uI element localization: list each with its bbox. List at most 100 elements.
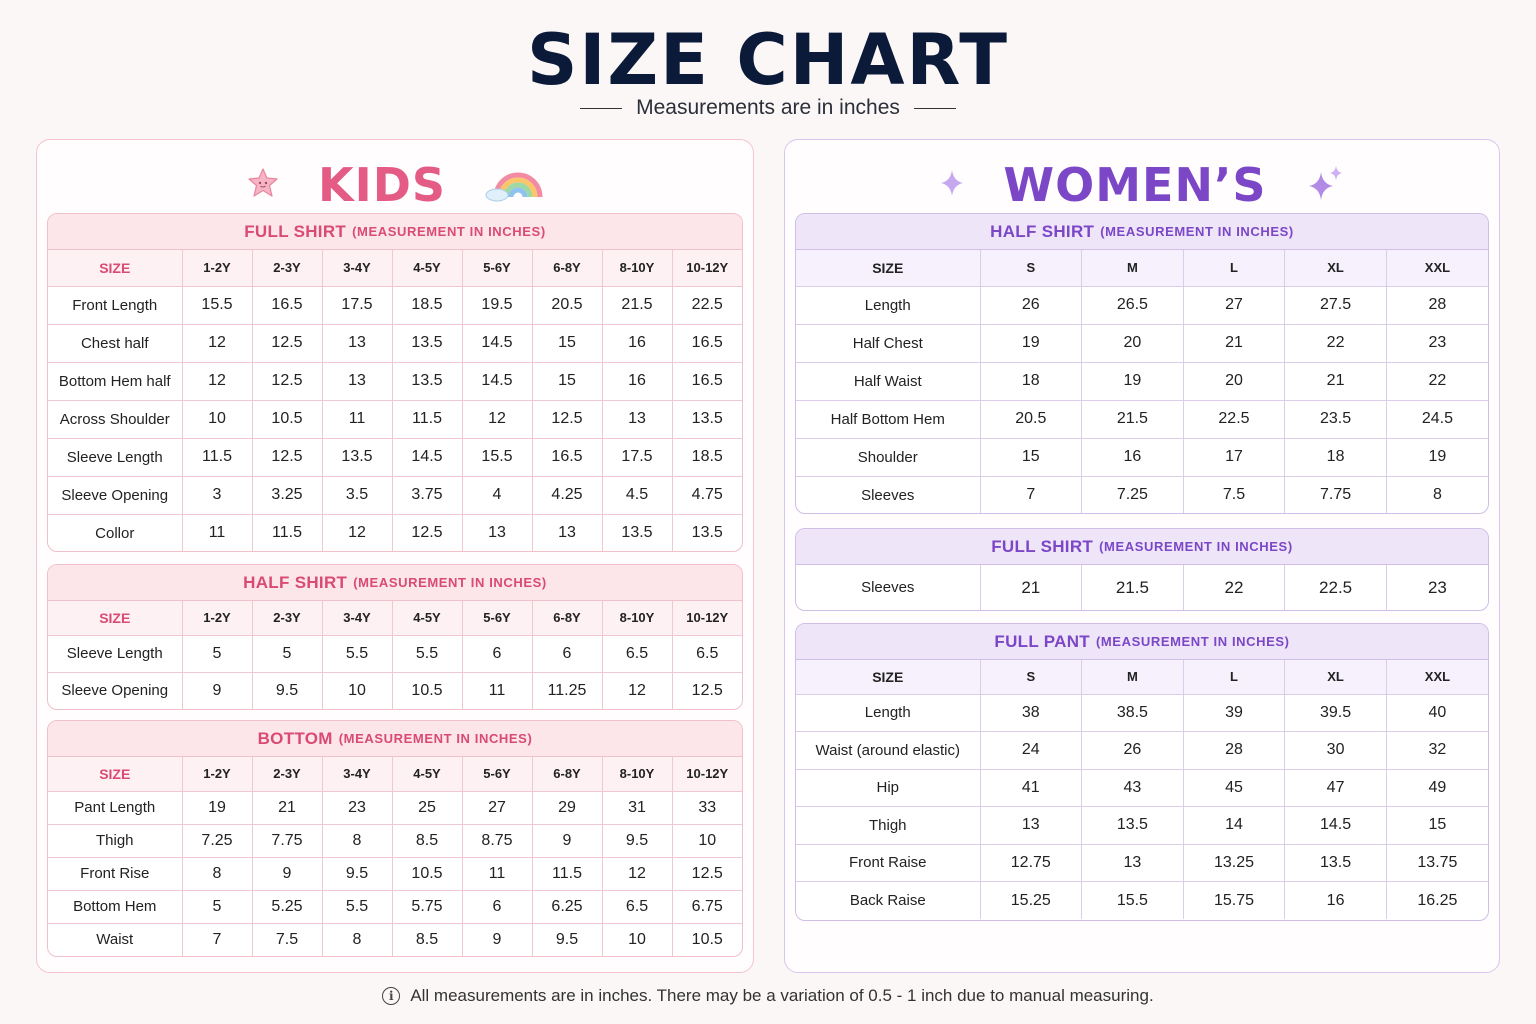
table-row: Sleeve Opening 3 3.25 3.5 3.75 4 4.25 4.5 4.75 (48, 476, 742, 515)
kids-panel: KIDS FULL SHIRT (MEASUREMENT IN INCHES) S… (36, 139, 754, 973)
measurement-cell: 4.75 (672, 476, 742, 515)
rainbow-icon (484, 163, 544, 208)
measurement-cell: 8.5 (392, 923, 463, 956)
measurement-cell: 14.5 (1284, 806, 1387, 845)
row-label: Half Bottom Hem (796, 400, 981, 439)
measurement-cell: 3.25 (252, 476, 323, 515)
table-row: Waist (around elastic) 24 26 28 30 32 (796, 731, 1488, 770)
table-row: Thigh 7.25 7.75 8 8.5 8.75 9 9.5 10 (48, 824, 742, 858)
measurement-cell: 23 (1427, 577, 1447, 597)
kids-bottom-table: BOTTOM (MEASUREMENT IN INCHES) SIZE 1-2Y 2-… (47, 720, 743, 957)
table-row: Sleeve Length 11.5 12.5 13.5 14.5 15.5 16.5 17.… (48, 438, 742, 477)
measurement-cell: 28 (1386, 286, 1488, 325)
row-label: Thigh (796, 806, 981, 845)
measurement-cell: 21 (1183, 324, 1286, 363)
measurement-cell: 13 (462, 514, 533, 551)
table-row: Length 38 38.5 39 39.5 40 (796, 694, 1488, 732)
measurement-cell: 16.5 (672, 324, 742, 363)
size-column-header: 2-3Y (252, 757, 323, 792)
measurement-cell: 7 (980, 476, 1083, 513)
header-row: SIZE S M L XL XXL (796, 660, 1488, 695)
measurement-cell: 5.25 (252, 890, 323, 924)
measurement-cell: 12.5 (252, 324, 323, 363)
measurement-cell: 39.5 (1284, 694, 1387, 732)
measurement-cell: 21 (252, 791, 323, 825)
row-label: Chest half (48, 324, 183, 363)
row-label: Front Rise (48, 857, 183, 891)
sparkles-icon (1305, 164, 1345, 207)
measurement-cell: 7.5 (252, 923, 323, 956)
measurement-cell: 6 (462, 890, 533, 924)
row-label: Hip (796, 769, 981, 807)
measurement-cell: 13.5 (392, 324, 463, 363)
header-row: SIZE 1-2Y 2-3Y 3-4Y 4-5Y 5-6Y 6-8Y 8-10Y 10-12Y (48, 601, 742, 636)
size-column-header: 10-12Y (672, 757, 742, 792)
measurement-cell: 16 (1081, 438, 1184, 477)
size-column-header: XXL (1386, 250, 1488, 287)
measurement-cell: 18.5 (672, 438, 742, 477)
row-label: Front Raise (796, 844, 981, 882)
size-column-header: 8-10Y (602, 601, 673, 636)
measurement-cell: 20 (1183, 362, 1286, 401)
measurement-cell: 13.5 (1284, 844, 1387, 882)
measurement-cell: 16.5 (252, 286, 323, 325)
measurement-cell: 12.5 (691, 681, 723, 699)
measurement-cell: 12.5 (672, 857, 742, 891)
measurement-cell: 38 (980, 694, 1083, 732)
measurement-cell: 43 (1081, 769, 1184, 807)
size-column-header: 8-10Y (602, 250, 673, 287)
measurement-cell: 23 (1386, 324, 1488, 363)
table-row: Thigh 13 13.5 14 14.5 15 (796, 806, 1488, 845)
measurement-cell: 16.5 (532, 438, 603, 477)
measurement-cell: 45 (1183, 769, 1286, 807)
row-label: Half Waist (796, 362, 981, 401)
measurement-cell: 12.5 (392, 514, 463, 551)
kids-bottom-title: BOTTOM (MEASUREMENT IN INCHES) (48, 721, 742, 757)
measurement-cell: 30 (1284, 731, 1387, 770)
measurement-cell: 13.25 (1183, 844, 1286, 882)
measurement-cell: 11.5 (182, 438, 253, 477)
measurement-cell: 5.5 (322, 890, 393, 924)
row-label: Bottom Hem (48, 890, 183, 924)
measurement-cell: 27 (1183, 286, 1286, 325)
measurement-cell: 21.5 (1081, 565, 1184, 610)
measurement-cell: 5 (182, 890, 253, 924)
measurement-cell: 19 (1081, 362, 1184, 401)
measurement-cell: 3.75 (392, 476, 463, 515)
measurement-cell: 22 (1183, 565, 1286, 610)
women-full-shirt-grid: Sleeves 21 21.5 22 22.5 23 (796, 565, 1488, 610)
measurement-cell: 10.5 (392, 672, 463, 709)
women-header: WOMEN’S (785, 152, 1499, 218)
measurement-cell: 26.5 (1081, 286, 1184, 325)
size-header: SIZE (48, 601, 183, 636)
measurement-cell: 32 (1386, 731, 1488, 770)
measurement-cell: 9 (532, 824, 603, 858)
row-label: Shoulder (796, 438, 981, 477)
measurement-cell: 19 (980, 324, 1083, 363)
measurement-cell: 13 (322, 362, 393, 401)
measurement-cell: 16 (602, 324, 673, 363)
measurement-cell: 6 (532, 635, 603, 673)
size-column-header: 6-8Y (532, 601, 603, 636)
size-column-header: 5-6Y (462, 757, 533, 792)
row-label: Sleeve Length (48, 438, 183, 477)
measurement-cell: 16 (1284, 881, 1387, 919)
size-column-header: 5-6Y (462, 601, 533, 636)
size-column-header: XXL (1386, 660, 1488, 695)
measurement-cell: 4.25 (532, 476, 603, 515)
kids-header: KIDS (37, 152, 753, 218)
size-column-header: 6-8Y (532, 757, 603, 792)
measurement-cell: 6.5 (672, 635, 742, 673)
measurement-cell: 15.5 (1081, 881, 1184, 919)
measurement-cell: 15 (532, 362, 603, 401)
measurement-cell: 13.5 (602, 514, 673, 551)
measurement-cell: 21 (1284, 362, 1387, 401)
row-label: Length (796, 286, 981, 325)
measurement-cell: 12.5 (252, 362, 323, 401)
measurement-cell: 23.5 (1284, 400, 1387, 439)
table-row: Half Chest 19 20 21 22 23 (796, 324, 1488, 363)
measurement-cell: 5.5 (322, 635, 393, 673)
measurement-cell: 10.5 (691, 930, 723, 948)
measurement-cell: 16 (602, 362, 673, 401)
measurement-cell: 11.5 (252, 514, 323, 551)
